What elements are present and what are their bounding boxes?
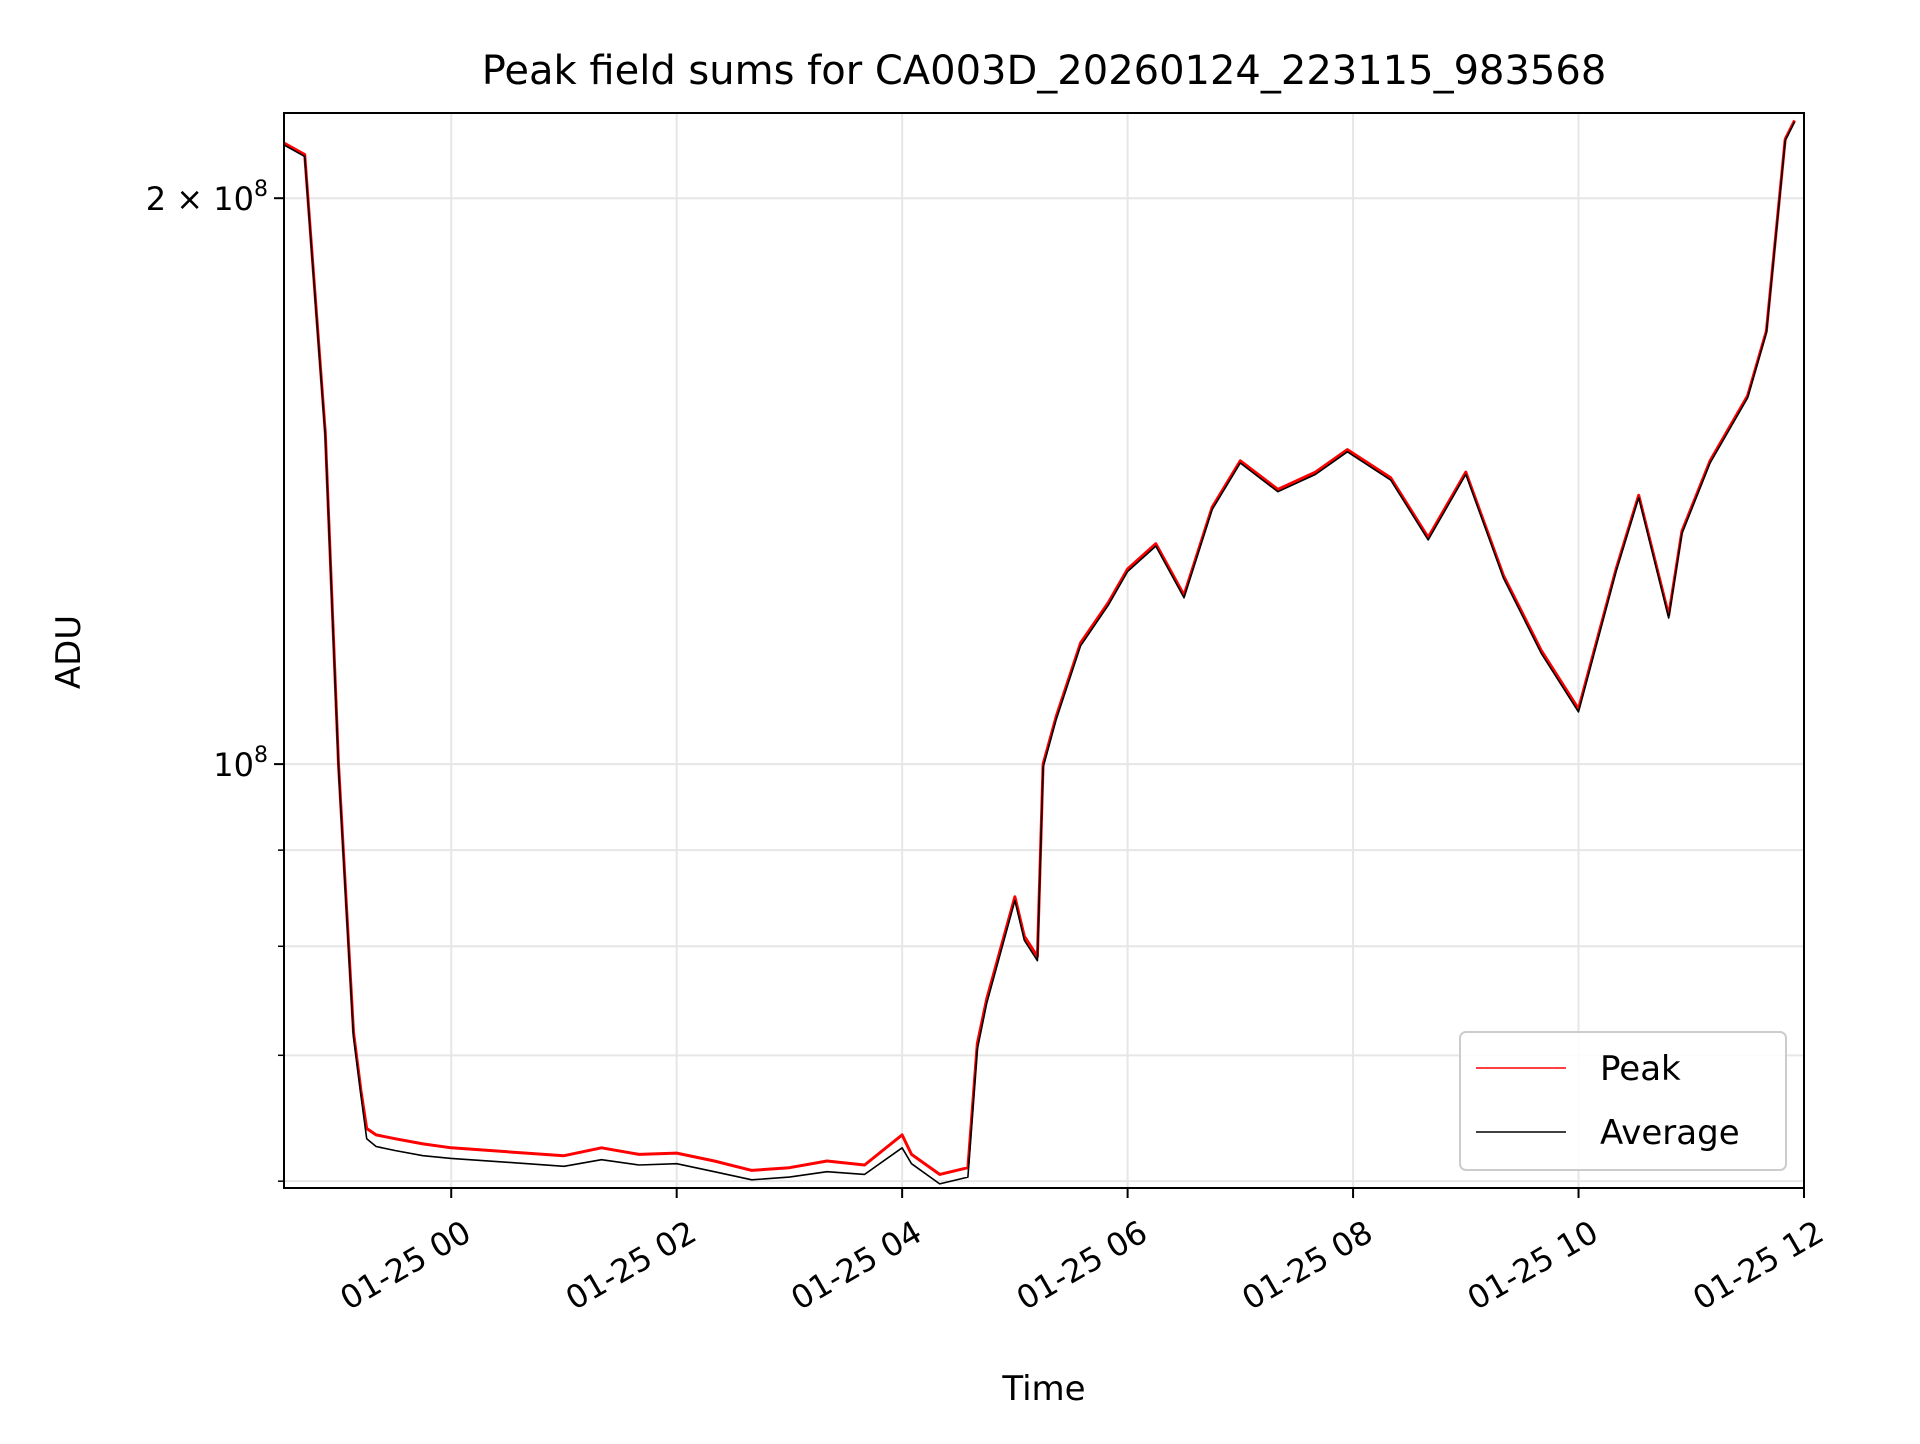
legend-label-peak: Peak [1600, 1049, 1681, 1089]
chart-title: Peak field sums for CA003D_20260124_2231… [482, 48, 1607, 94]
plot-frame [283, 112, 1805, 1189]
legend: Peak Average [1459, 1031, 1787, 1171]
series-layer [284, 119, 1796, 1185]
legend-box [1459, 1031, 1787, 1171]
y-axis-label: ADU [49, 615, 89, 689]
y-axis-ticks: 2 × 108 108 [146, 177, 284, 1182]
x-axis-label: Time [1001, 1369, 1085, 1409]
series-line-peak [284, 119, 1796, 1176]
y-tick-label: 108 [213, 743, 268, 784]
series-line-average [284, 121, 1796, 1185]
legend-label-average: Average [1600, 1113, 1740, 1153]
y-tick-label: 2 × 108 [146, 177, 268, 218]
